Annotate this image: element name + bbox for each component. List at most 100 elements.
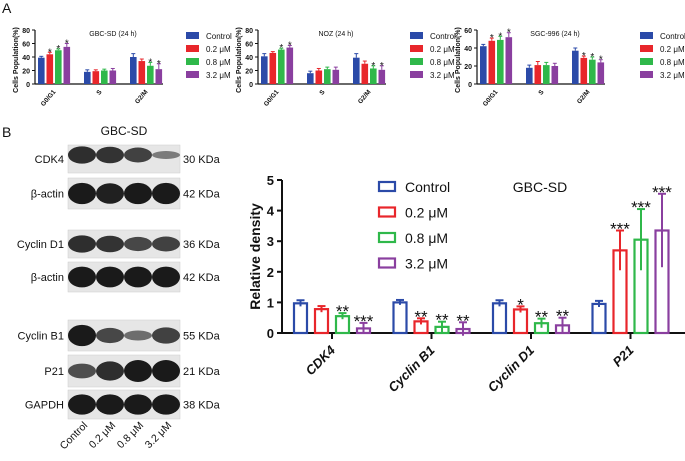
y-tick-label: 80 [22, 28, 30, 35]
legend-label: Control [206, 32, 232, 41]
category-label: Cyclin B1 [385, 343, 438, 396]
blot-band [124, 360, 152, 382]
legend-label: 0.2 μM [430, 45, 455, 54]
legend-label: Control [430, 32, 456, 41]
blot-band [68, 324, 96, 347]
blot-band [124, 236, 152, 252]
legend-swatch [377, 180, 397, 193]
y-tick-label: 20 [245, 69, 253, 76]
blot-band [68, 182, 96, 205]
chart-title: GBC-SD [513, 179, 567, 195]
panel-label-a: A [2, 0, 12, 16]
bar [109, 70, 117, 84]
bar [654, 229, 670, 335]
molecular-weight-label: 36 KDa [183, 239, 221, 251]
significance-star: ** [336, 302, 350, 321]
legend-swatch [410, 45, 423, 52]
molecular-weight-label: 30 KDa [183, 154, 221, 166]
significance-star: * [498, 31, 502, 42]
legend-label: 0.2 μM [405, 205, 448, 221]
significance-star: * [517, 295, 524, 314]
blot-band [124, 394, 152, 415]
bar [55, 50, 62, 84]
y-axis-label: Cells Population(%) [236, 27, 243, 93]
bar [46, 54, 54, 84]
bar [554, 324, 571, 335]
significance-star: ** [535, 308, 549, 327]
chart-title: GBC-SD (24 h) [89, 31, 136, 38]
y-tick-label: 0 [249, 82, 253, 89]
significance-star: * [590, 52, 594, 63]
significance-star: * [279, 43, 283, 54]
bar [269, 52, 277, 84]
bar [84, 71, 91, 84]
bar [534, 65, 542, 84]
legend-swatch [410, 58, 423, 65]
bar [147, 65, 154, 84]
lane-label: 3.2 μM [143, 420, 174, 451]
blot-band [152, 394, 180, 415]
significance-star: * [148, 57, 152, 68]
blot-band [96, 235, 124, 253]
bar [455, 327, 471, 335]
legend-swatch [640, 58, 653, 65]
bar [334, 315, 351, 335]
bar [353, 57, 360, 84]
significance-star: * [371, 61, 375, 72]
protein-label: Cyclin D1 [17, 239, 64, 251]
chart-title: NOZ (24 h) [318, 31, 353, 38]
bar [612, 249, 628, 335]
category-label: G2/M [357, 89, 373, 106]
significance-star: *** [652, 183, 672, 202]
blot-band [152, 182, 180, 205]
bar [533, 322, 550, 335]
legend-swatch [640, 32, 653, 39]
legend-label: 0.2 μM [206, 45, 231, 54]
significance-star: * [380, 61, 384, 72]
category-label: G2/M [576, 89, 592, 106]
category-label: G0/G1 [40, 88, 58, 107]
category-label: Cyclin D1 [485, 343, 538, 396]
molecular-weight-label: 21 KDa [183, 366, 221, 378]
bar [130, 57, 137, 84]
legend-label: 0.8 μM [430, 58, 455, 67]
category-label: G0/G1 [263, 88, 281, 107]
y-tick-label: 0 [26, 82, 30, 89]
legend-swatch [410, 71, 423, 78]
legend-label: 0.8 μM [405, 230, 448, 246]
legend-swatch [377, 257, 397, 269]
blot-band [68, 146, 96, 164]
bar [589, 59, 596, 84]
molecular-weight-label: 38 KDa [183, 400, 221, 412]
molecular-weight-label: 42 KDa [183, 189, 221, 201]
blot-band [152, 266, 180, 288]
y-tick-label: 0 [267, 326, 274, 341]
blot-band [96, 183, 124, 204]
bar [580, 57, 588, 84]
significance-star: * [56, 44, 60, 55]
y-axis-label: Relative density [247, 203, 263, 310]
bar [313, 308, 330, 335]
bar [434, 325, 450, 335]
blot-band [68, 363, 96, 379]
blot-band [96, 266, 124, 288]
y-tick-label: 20 [22, 69, 30, 76]
category-label: S [537, 88, 546, 96]
lane-label: Control [58, 420, 90, 452]
legend-label: 3.2 μM [660, 71, 685, 80]
legend-swatch [640, 45, 653, 52]
bar [315, 70, 323, 84]
blot-band [68, 266, 96, 288]
legend-label: 0.8 μM [660, 58, 685, 67]
bar [324, 69, 331, 84]
y-tick-label: 40 [22, 55, 30, 62]
significance-star: * [48, 47, 52, 58]
protein-label: Cyclin B1 [18, 331, 64, 343]
y-tick-label: 20 [464, 64, 472, 71]
blot-band [152, 236, 180, 252]
bar [491, 302, 508, 335]
